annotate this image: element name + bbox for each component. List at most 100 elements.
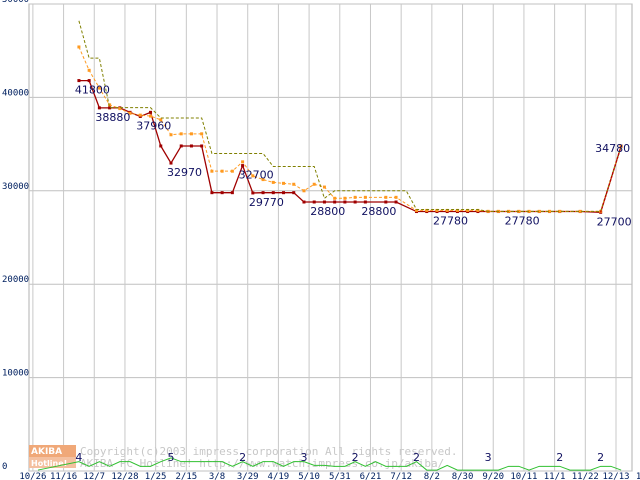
data-point-min bbox=[241, 164, 245, 168]
shop-count-label: 3 bbox=[485, 451, 492, 464]
data-point-min bbox=[97, 106, 101, 110]
y-axis-ticks: 0 10000 20000 30000 40000 50000 bbox=[2, 0, 29, 472]
data-point-avg bbox=[179, 132, 183, 136]
data-point-min bbox=[108, 106, 112, 110]
data-label: 32970 bbox=[167, 166, 202, 179]
series-line-max bbox=[78, 20, 622, 212]
data-point-avg bbox=[363, 195, 367, 199]
data-point-avg bbox=[384, 195, 388, 199]
plot-area bbox=[28, 3, 633, 472]
x-tick-label: 10/26 bbox=[19, 472, 46, 480]
data-label: 32700 bbox=[239, 169, 274, 182]
data-label: 27700 bbox=[597, 215, 632, 228]
data-point-min bbox=[230, 191, 234, 195]
shop-count-label: 2 bbox=[352, 451, 359, 464]
y-tick-label: 0 bbox=[2, 462, 7, 472]
x-tick-label: 5/10 bbox=[298, 472, 320, 480]
data-point-min bbox=[322, 200, 326, 204]
data-point-min bbox=[169, 161, 173, 165]
series-max bbox=[78, 20, 622, 212]
data-label: 27780 bbox=[433, 215, 468, 228]
y-tick-label: 10000 bbox=[2, 369, 29, 379]
data-point-avg bbox=[230, 169, 234, 173]
shop-count-label: 2 bbox=[239, 451, 246, 464]
x-tick-label: 4/19 bbox=[268, 472, 290, 480]
data-point-avg bbox=[415, 208, 419, 212]
logo-text-top: AKIBA bbox=[31, 447, 62, 457]
x-tick-label: 2/15 bbox=[175, 472, 197, 480]
data-point-avg bbox=[118, 107, 122, 111]
data-point-avg bbox=[271, 180, 275, 184]
x-tick-label: 1/25 bbox=[145, 472, 167, 480]
y-tick-label: 50000 bbox=[2, 0, 29, 5]
series-avg bbox=[77, 45, 623, 213]
data-point-avg bbox=[527, 209, 531, 213]
data-point-min bbox=[384, 200, 388, 204]
data-point-avg bbox=[292, 182, 296, 186]
series-shops bbox=[37, 457, 622, 471]
data-point-avg bbox=[108, 103, 112, 107]
data-point-avg bbox=[394, 195, 398, 199]
data-point-avg bbox=[97, 86, 101, 90]
data-point-avg bbox=[312, 182, 316, 186]
data-label: 38880 bbox=[95, 111, 130, 124]
chart-grid bbox=[28, 3, 633, 472]
data-label: 34780 bbox=[595, 142, 630, 155]
x-tick-label: 7/12 bbox=[390, 472, 412, 480]
data-point-avg bbox=[261, 178, 265, 182]
y-tick-label: 20000 bbox=[2, 275, 29, 285]
data-point-avg bbox=[189, 132, 193, 136]
data-point-min bbox=[77, 79, 81, 83]
x-tick-label: 5/31 bbox=[329, 472, 351, 480]
x-tick-label: 11/1 bbox=[544, 472, 566, 480]
data-point-avg bbox=[578, 209, 582, 213]
shop-count-label: 2 bbox=[413, 451, 420, 464]
data-point-min bbox=[394, 200, 398, 204]
data-point-avg bbox=[537, 209, 541, 213]
data-label: 27780 bbox=[505, 215, 540, 228]
data-point-min bbox=[282, 191, 286, 195]
x-tick-label: 3/29 bbox=[237, 472, 259, 480]
data-point-avg bbox=[169, 133, 173, 137]
data-point-min bbox=[343, 200, 347, 204]
data-point-min bbox=[271, 191, 275, 195]
data-point-min bbox=[179, 144, 183, 148]
data-point-avg bbox=[87, 68, 91, 72]
data-point-min bbox=[302, 200, 306, 204]
data-point-avg bbox=[159, 118, 163, 122]
x-axis-ticks: 10/26 11/16 12/7 12/28 1/25 2/15 3/8 3/29 4/19 5/… bbox=[19, 472, 640, 480]
data-label: 41800 bbox=[75, 84, 110, 97]
copyright-watermark: AKIBA Hotline! Copyright(c)2003 impress … bbox=[29, 445, 458, 470]
x-tick-label: 12/28 bbox=[111, 472, 138, 480]
data-point-min bbox=[353, 200, 357, 204]
data-point-min bbox=[149, 110, 153, 114]
data-point-min bbox=[210, 191, 214, 195]
data-point-avg bbox=[251, 174, 255, 178]
data-point-min bbox=[292, 191, 296, 195]
shop-count-labels: 4 5 2 3 2 2 3 2 2 bbox=[75, 451, 604, 464]
data-point-min bbox=[312, 200, 316, 204]
x-tick-label: 10/11 bbox=[510, 472, 537, 480]
copyright-line: Copyright(c)2003 impress corporation All… bbox=[80, 445, 458, 458]
data-labels: 41800 38880 37960 32970 32700 29770 28800 28800… bbox=[75, 84, 632, 229]
data-point-avg bbox=[282, 181, 286, 185]
x-tick-label: 9/20 bbox=[482, 472, 504, 480]
data-point-avg bbox=[302, 189, 306, 193]
data-point-min bbox=[189, 144, 193, 148]
data-point-avg bbox=[455, 208, 459, 212]
x-tick-label: 12/7 bbox=[83, 472, 105, 480]
site-url-line: AKIBA PC Hotline! http://www.watch.impre… bbox=[80, 457, 444, 470]
shop-count-label: 2 bbox=[597, 451, 604, 464]
logo-text-bottom: Hotline! bbox=[31, 459, 67, 468]
y-tick-label: 40000 bbox=[2, 88, 29, 98]
data-point-min bbox=[261, 191, 265, 195]
data-point-min bbox=[220, 191, 224, 195]
data-point-min bbox=[200, 144, 204, 148]
series-line-shops bbox=[37, 457, 622, 471]
data-point-avg bbox=[220, 169, 224, 173]
data-point-avg bbox=[138, 113, 142, 117]
data-point-avg bbox=[476, 208, 480, 212]
shop-count-label: 4 bbox=[75, 451, 82, 464]
data-point-min bbox=[159, 144, 163, 148]
